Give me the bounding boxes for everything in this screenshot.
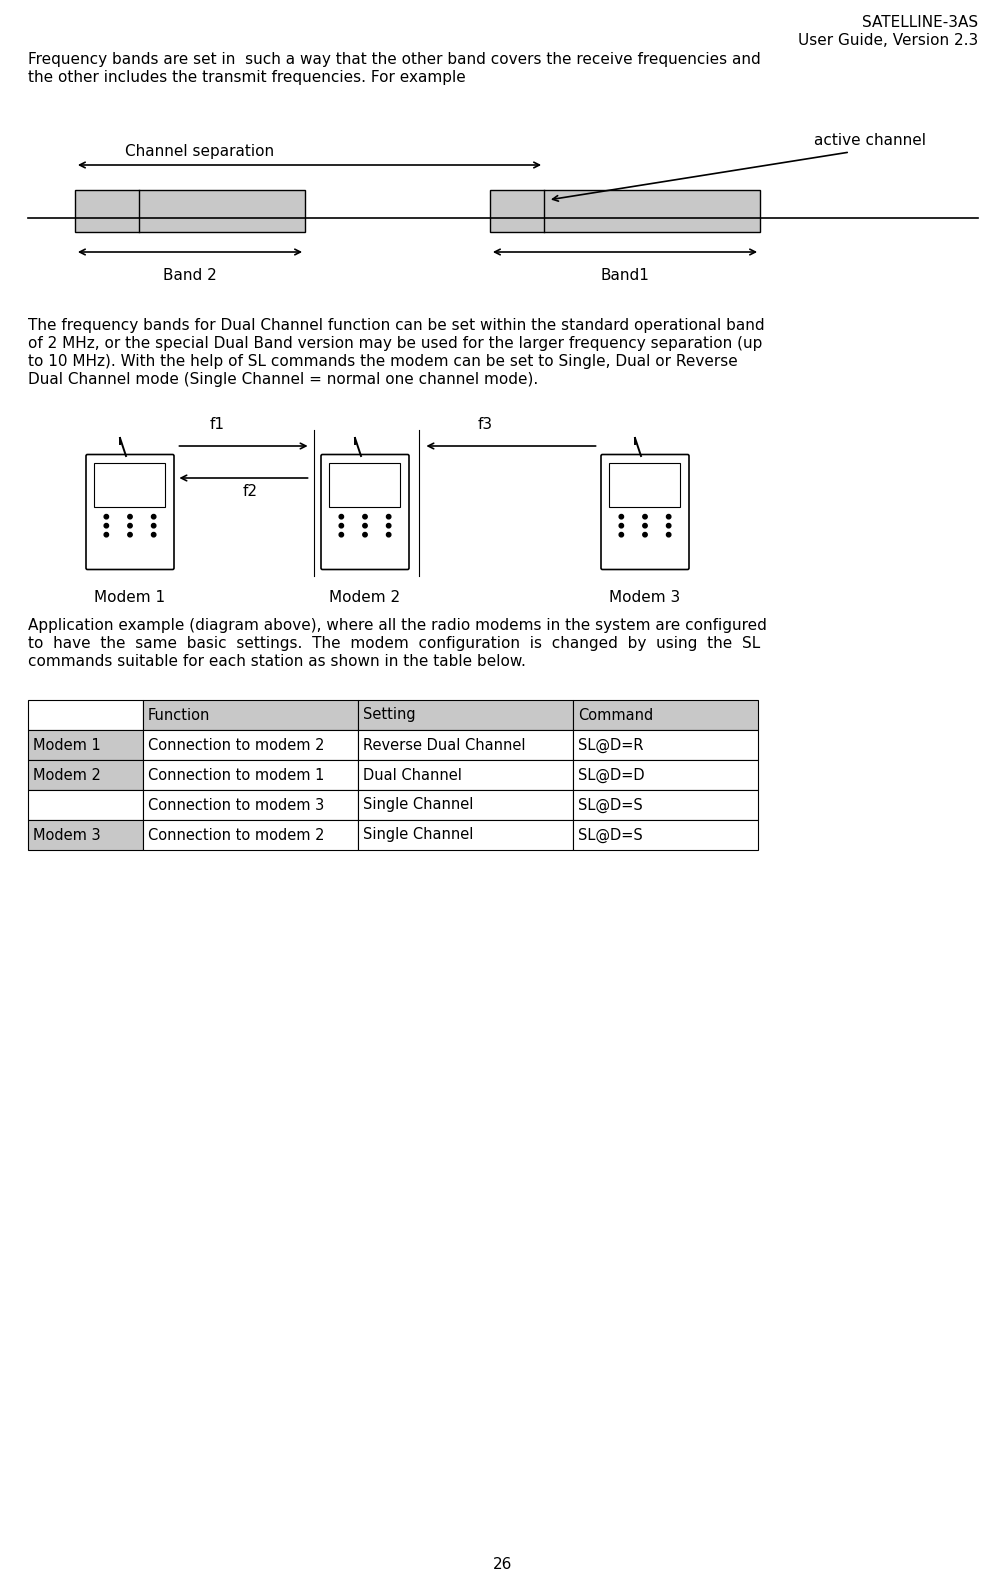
Circle shape <box>339 532 343 537</box>
Text: Modem 2: Modem 2 <box>33 768 101 782</box>
Bar <box>28 820 143 851</box>
Bar <box>143 790 358 820</box>
Circle shape <box>128 515 132 519</box>
Bar <box>75 190 305 233</box>
Bar <box>28 699 143 730</box>
FancyBboxPatch shape <box>601 454 689 570</box>
Text: SL@D=D: SL@D=D <box>578 768 645 782</box>
Text: f2: f2 <box>242 484 258 499</box>
Circle shape <box>339 524 343 527</box>
Circle shape <box>152 515 156 519</box>
Circle shape <box>666 515 671 519</box>
Text: Frequency bands are set in  such a way that the other band covers the receive fr: Frequency bands are set in such a way th… <box>28 53 761 67</box>
Bar <box>143 730 358 760</box>
Bar <box>358 790 573 820</box>
Text: Modem 1: Modem 1 <box>95 589 166 605</box>
Bar <box>143 760 358 790</box>
Text: active channel: active channel <box>814 132 926 148</box>
Text: User Guide, Version 2.3: User Guide, Version 2.3 <box>798 33 978 48</box>
Circle shape <box>666 524 671 527</box>
Circle shape <box>666 532 671 537</box>
Text: Connection to modem 1: Connection to modem 1 <box>148 768 324 782</box>
Circle shape <box>643 515 647 519</box>
Circle shape <box>152 524 156 527</box>
Text: Function: Function <box>148 707 210 723</box>
Text: the other includes the transmit frequencies. For example: the other includes the transmit frequenc… <box>28 70 466 84</box>
Text: Connection to modem 3: Connection to modem 3 <box>148 798 324 812</box>
Text: Dual Channel mode (Single Channel = normal one channel mode).: Dual Channel mode (Single Channel = norm… <box>28 373 538 387</box>
Circle shape <box>386 524 391 527</box>
Text: Setting: Setting <box>363 707 415 723</box>
Circle shape <box>105 524 109 527</box>
Text: SATELLINE-3AS: SATELLINE-3AS <box>862 14 978 30</box>
Circle shape <box>363 515 367 519</box>
Text: Single Channel: Single Channel <box>363 798 474 812</box>
Text: f3: f3 <box>477 417 492 432</box>
Text: Channel separation: Channel separation <box>126 143 275 159</box>
Text: SL@D=R: SL@D=R <box>578 738 644 752</box>
Circle shape <box>386 515 391 519</box>
Circle shape <box>105 532 109 537</box>
Circle shape <box>128 532 132 537</box>
Text: Single Channel: Single Channel <box>363 827 474 843</box>
Text: commands suitable for each station as shown in the table below.: commands suitable for each station as sh… <box>28 655 526 669</box>
Bar <box>573 790 758 820</box>
Bar <box>490 190 760 233</box>
Text: to 10 MHz). With the help of SL commands the modem can be set to Single, Dual or: to 10 MHz). With the help of SL commands… <box>28 354 737 370</box>
Text: Band 2: Band 2 <box>163 268 217 284</box>
Text: Modem 3: Modem 3 <box>610 589 681 605</box>
Bar <box>573 730 758 760</box>
Circle shape <box>619 532 624 537</box>
Circle shape <box>128 524 132 527</box>
Text: The frequency bands for Dual Channel function can be set within the standard ope: The frequency bands for Dual Channel fun… <box>28 319 765 333</box>
Bar <box>28 790 143 820</box>
Text: Modem 1: Modem 1 <box>33 738 101 752</box>
Bar <box>358 730 573 760</box>
Text: Band1: Band1 <box>601 268 650 284</box>
Text: Connection to modem 2: Connection to modem 2 <box>148 827 325 843</box>
Circle shape <box>363 524 367 527</box>
Bar <box>358 820 573 851</box>
Circle shape <box>643 524 647 527</box>
Circle shape <box>386 532 391 537</box>
Bar <box>610 464 680 507</box>
Text: Dual Channel: Dual Channel <box>363 768 462 782</box>
Text: f1: f1 <box>209 417 224 432</box>
Text: SL@D=S: SL@D=S <box>578 827 643 843</box>
Circle shape <box>643 532 647 537</box>
Text: Application example (diagram above), where all the radio modems in the system ar: Application example (diagram above), whe… <box>28 618 767 632</box>
FancyBboxPatch shape <box>86 454 174 570</box>
FancyBboxPatch shape <box>321 454 409 570</box>
Text: Reverse Dual Channel: Reverse Dual Channel <box>363 738 525 752</box>
Bar <box>573 820 758 851</box>
Circle shape <box>339 515 343 519</box>
Bar <box>95 464 166 507</box>
Bar <box>358 699 573 730</box>
Bar <box>28 730 143 760</box>
Bar <box>330 464 400 507</box>
Bar <box>143 820 358 851</box>
Bar <box>143 699 358 730</box>
Circle shape <box>619 524 624 527</box>
Bar <box>573 760 758 790</box>
Text: Modem 2: Modem 2 <box>329 589 400 605</box>
Bar <box>358 760 573 790</box>
Text: Connection to modem 2: Connection to modem 2 <box>148 738 325 752</box>
Circle shape <box>363 532 367 537</box>
Circle shape <box>105 515 109 519</box>
Text: to  have  the  same  basic  settings.  The  modem  configuration  is  changed  b: to have the same basic settings. The mod… <box>28 636 761 652</box>
Bar <box>28 760 143 790</box>
Text: 26: 26 <box>493 1556 513 1572</box>
Bar <box>573 699 758 730</box>
Text: Modem 3: Modem 3 <box>33 827 101 843</box>
Text: SL@D=S: SL@D=S <box>578 798 643 812</box>
Circle shape <box>152 532 156 537</box>
Circle shape <box>619 515 624 519</box>
Text: Command: Command <box>578 707 653 723</box>
Text: of 2 MHz, or the special Dual Band version may be used for the larger frequency : of 2 MHz, or the special Dual Band versi… <box>28 336 763 350</box>
